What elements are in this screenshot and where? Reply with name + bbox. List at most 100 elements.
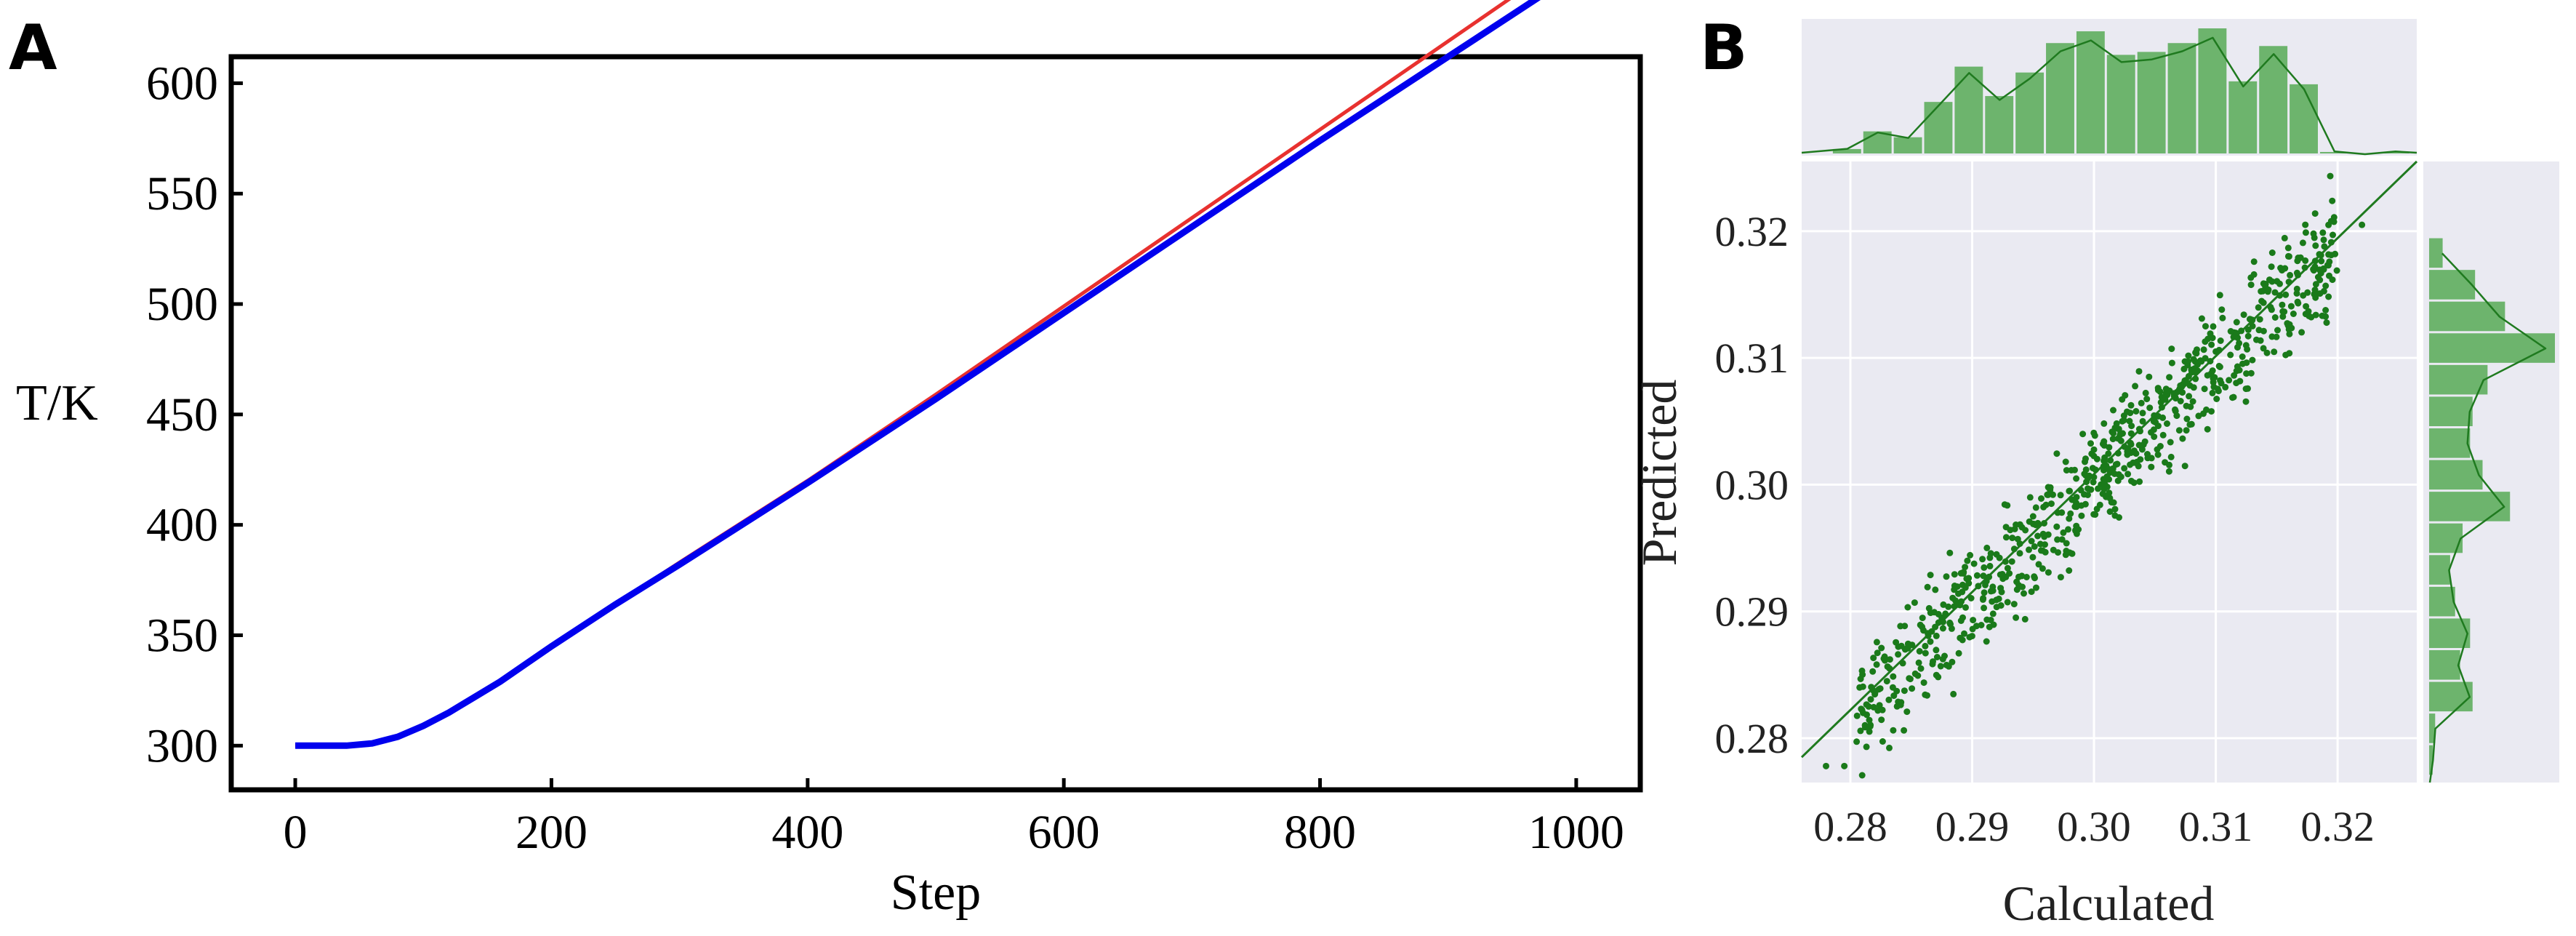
scatter-point	[2105, 450, 2112, 457]
scatter-point	[2106, 476, 2112, 483]
scatter-point	[2284, 244, 2292, 252]
scatter-point	[2066, 567, 2073, 574]
top-hist-bar	[1892, 135, 1924, 156]
scatter-point	[1927, 572, 1934, 579]
scatter-point	[2179, 389, 2186, 396]
scatter-point	[2268, 249, 2276, 256]
scatter-point	[1955, 590, 1962, 597]
scatter-point	[1867, 721, 1874, 729]
scatter-point	[2159, 431, 2167, 439]
scatter-point	[2096, 501, 2103, 508]
scatter-point	[2302, 229, 2309, 236]
scatter-point	[2177, 382, 2184, 389]
scatter-point	[1859, 671, 1866, 679]
scatter-point	[2044, 491, 2051, 498]
scatter-point	[2210, 323, 2217, 330]
scatter-point	[2216, 292, 2223, 299]
scatter-point	[2181, 463, 2188, 470]
scatter-point	[2060, 529, 2067, 536]
scatter-point	[1901, 687, 1908, 695]
scatter-point	[1964, 557, 1971, 564]
scatter-point	[2063, 467, 2070, 474]
right-hist-bar	[2428, 553, 2452, 586]
panel-a-x-axis-title: Step	[891, 865, 981, 921]
scatter-point	[1955, 649, 1962, 657]
scatter-point	[1899, 660, 1906, 667]
scatter-point	[2287, 271, 2294, 279]
scatter-point	[2111, 505, 2119, 513]
scatter-point	[2013, 521, 2020, 528]
y-tick-label: 550	[146, 167, 218, 220]
scatter-point	[2327, 172, 2334, 180]
scatter-point	[2175, 427, 2183, 434]
scatter-point	[2281, 308, 2288, 316]
scatter-point	[1995, 595, 2002, 602]
scatter-point	[1941, 652, 1948, 660]
scatter-point	[1878, 716, 1885, 724]
scatter-point	[2304, 289, 2311, 296]
scatter-point	[2034, 532, 2042, 540]
scatter-point	[2230, 393, 2237, 401]
scatter-point	[2286, 330, 2293, 337]
scatter-point	[2105, 465, 2112, 473]
scatter-point	[2041, 520, 2047, 527]
scatter-point	[1970, 560, 1978, 567]
scatter-point	[1922, 649, 1929, 657]
scatter-point	[2068, 467, 2075, 473]
scatter-point	[2062, 551, 2069, 559]
scatter-point	[1866, 716, 1873, 724]
scatter-point	[2010, 601, 2018, 608]
scatter-point	[2014, 535, 2021, 543]
scatter-point	[2136, 478, 2143, 485]
scatter-point	[2119, 417, 2126, 425]
scatter-point	[1932, 623, 1939, 631]
scatter-point	[1925, 604, 1933, 612]
scatter-point	[1876, 702, 1883, 709]
scatter-point	[2130, 447, 2138, 455]
scatter-point	[2004, 564, 2011, 572]
panel-b-x-axis-title: Calculated	[2003, 876, 2215, 931]
scatter-point	[2087, 440, 2094, 447]
scatter-point	[2002, 534, 2010, 541]
scatter-point	[2227, 328, 2234, 335]
scatter-point	[1897, 623, 1904, 630]
panel-a-plot-frame	[228, 54, 1643, 793]
scatter-point	[2117, 437, 2124, 444]
scatter-point	[2322, 282, 2330, 289]
panel-b-y-axis-title: Predicted	[1632, 380, 1687, 567]
scatter-point	[2111, 424, 2119, 431]
scatter-point	[2146, 404, 2154, 412]
scatter-point	[1904, 644, 1911, 651]
scatter-point	[2209, 367, 2216, 375]
scatter-point	[2215, 346, 2223, 353]
scatter-point	[2218, 306, 2226, 313]
scatter-point	[1949, 658, 1956, 665]
scatter-point	[2236, 340, 2243, 347]
scatter-point	[2295, 271, 2301, 279]
scatter-point	[2031, 575, 2038, 582]
scatter-point	[1866, 728, 1873, 735]
scatter-point	[1916, 648, 1923, 655]
scatter-point	[2132, 383, 2139, 390]
scatter-point	[1957, 569, 1965, 577]
scatter-point	[2330, 214, 2338, 221]
scatter-point	[2112, 461, 2119, 468]
scatter-point	[2054, 509, 2061, 516]
scatter-point	[1967, 551, 1974, 559]
scatter-point	[2260, 345, 2267, 352]
scatter-point	[2298, 329, 2306, 336]
scatter-point	[1989, 587, 1997, 594]
scatter-point	[2028, 537, 2035, 545]
scatter-point	[2069, 496, 2076, 503]
scatter-point	[2187, 403, 2194, 410]
scatter-point	[2032, 504, 2039, 511]
scatter-point	[2053, 523, 2061, 530]
x-tick-label: 400	[771, 806, 843, 859]
scatter-point	[1942, 610, 1949, 617]
scatter-point	[2330, 231, 2336, 239]
scatter-point	[2033, 584, 2039, 591]
scatter-point	[1874, 649, 1881, 657]
scatter-point	[1868, 684, 1875, 691]
scatter-point	[2110, 430, 2117, 437]
